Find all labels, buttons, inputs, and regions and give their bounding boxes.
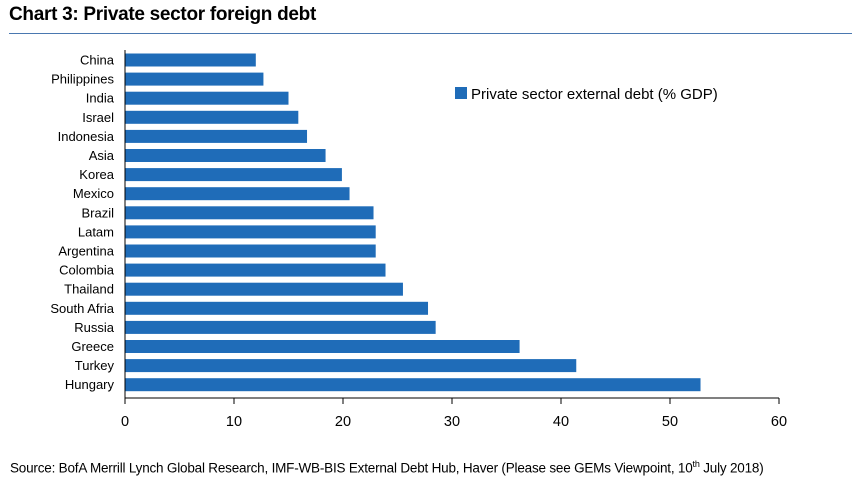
bar-indonesia bbox=[125, 129, 308, 143]
category-label-colombia: Colombia bbox=[59, 263, 115, 278]
category-label-brazil: Brazil bbox=[81, 205, 114, 220]
bar-russia bbox=[125, 320, 436, 334]
category-label-greece: Greece bbox=[71, 339, 114, 354]
bar-latam bbox=[125, 225, 376, 239]
bar-korea bbox=[125, 168, 342, 182]
legend-label: Private sector external debt (% GDP) bbox=[471, 86, 718, 103]
source-tail: July 2018) bbox=[699, 460, 764, 476]
x-tick-label-60: 60 bbox=[771, 414, 787, 430]
category-label-russia: Russia bbox=[74, 320, 115, 335]
category-label-mexico: Mexico bbox=[73, 186, 114, 201]
bar-thailand bbox=[125, 282, 403, 296]
bar-india bbox=[125, 91, 289, 105]
category-label-latam: Latam bbox=[78, 224, 114, 239]
x-tick-label-50: 50 bbox=[662, 414, 678, 430]
category-label-asia: Asia bbox=[89, 148, 115, 163]
category-label-philippines: Philippines bbox=[51, 72, 114, 87]
source-text: Source: BofA Merrill Lynch Global Resear… bbox=[10, 460, 693, 476]
x-axis: 0 10 20 30 40 50 60 bbox=[121, 50, 787, 430]
category-label-china: China bbox=[80, 53, 115, 68]
x-tick-label-30: 30 bbox=[444, 414, 460, 430]
category-label-hungary: Hungary bbox=[65, 377, 115, 392]
bar-hungary bbox=[125, 378, 701, 392]
bar-greece bbox=[125, 340, 520, 353]
category-label-india: India bbox=[86, 91, 115, 106]
category-label-turkey: Turkey bbox=[75, 358, 115, 373]
bar-china bbox=[125, 53, 256, 67]
legend: Private sector external debt (% GDP) bbox=[455, 86, 718, 103]
category-labels: China Philippines India Israel Indonesia Asia… bbox=[50, 53, 114, 393]
source-note: Source: BofA Merrill Lynch Global Resear… bbox=[10, 459, 764, 476]
bar-turkey bbox=[125, 359, 577, 373]
bar-philippines bbox=[125, 72, 264, 86]
category-label-korea: Korea bbox=[79, 167, 114, 182]
category-label-argentina: Argentina bbox=[58, 244, 114, 259]
x-tick-label-40: 40 bbox=[553, 414, 569, 430]
title-divider bbox=[9, 33, 852, 34]
bar-argentina bbox=[125, 244, 376, 258]
category-label-south-afria: South Afria bbox=[50, 301, 114, 316]
bar-asia bbox=[125, 149, 326, 162]
source-superscript: th bbox=[692, 459, 700, 469]
x-tick-label-20: 20 bbox=[335, 414, 351, 430]
bar-brazil bbox=[125, 206, 374, 220]
category-label-thailand: Thailand bbox=[64, 282, 114, 297]
bar-mexico bbox=[125, 187, 350, 201]
chart-title: Chart 3: Private sector foreign debt bbox=[9, 4, 316, 25]
bar-israel bbox=[125, 110, 299, 124]
bar-south-afria bbox=[125, 301, 429, 315]
legend-swatch bbox=[455, 87, 467, 99]
x-tick-label-0: 0 bbox=[121, 414, 129, 430]
category-label-indonesia: Indonesia bbox=[58, 129, 115, 144]
category-label-israel: Israel bbox=[82, 110, 114, 125]
bars-group bbox=[125, 53, 701, 392]
bar-colombia bbox=[125, 263, 386, 277]
x-tick-label-10: 10 bbox=[226, 414, 242, 430]
